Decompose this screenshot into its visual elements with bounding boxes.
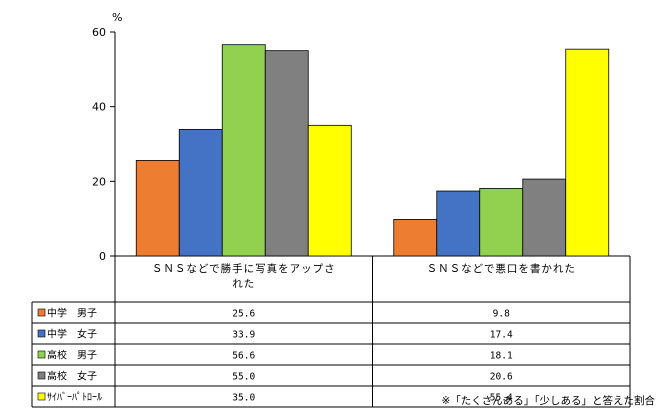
bar-5-cat-1 [307,124,352,257]
bar-4-cat-2 [522,178,567,257]
legend-label: 中学 男子 [47,307,97,320]
legend-swatch [37,329,46,338]
legend-swatch [37,350,46,359]
bar-2-cat-2 [436,190,481,257]
table-cell-value: 35.0 [232,393,255,404]
legend-label: 高校 女子 [47,370,97,383]
table-cell-value: 20.6 [490,372,513,383]
table-cell-value: 9.8 [493,309,510,320]
bar-2-cat-1 [178,129,223,257]
bar-3-cat-1 [221,44,266,257]
table-cell-value: 25.6 [232,309,255,320]
bar-3-cat-2 [479,188,524,257]
y-tick-label: 60 [92,26,106,39]
y-tick-label: 0 [99,250,106,263]
table-cell-value: 33.9 [232,330,255,341]
footnote-annotation: ※「たくさんある」「少しある」と答えた割合 [441,394,655,407]
table-cell-value: 17.4 [490,330,513,341]
bar-1-cat-2 [393,219,438,257]
legend-label: 高校 男子 [47,349,97,362]
legend-label: ｻｲﾊﾞｰﾊﾟﾄﾛｰﾙ [47,392,102,404]
bar-5-cat-2 [565,48,610,257]
legend-label: 中学 女子 [47,328,97,341]
bars [135,44,610,257]
bar-1-cat-1 [135,160,180,257]
y-tick-label: 40 [92,101,106,114]
table-cell-value: 56.6 [232,351,255,362]
table-cell-value: 18.1 [490,351,513,362]
legend-swatch [37,392,46,401]
legend-swatch [37,308,46,317]
y-axis-unit-label: % [112,11,122,24]
legend-swatch [37,371,46,380]
y-tick-label: 20 [92,175,106,188]
bar-4-cat-1 [264,50,309,257]
table-cell-value: 55.0 [232,372,255,383]
category-label: ＳＮＳなどで勝手に写真をアップされた [152,262,336,290]
table-cell-value: 55.4 [490,393,513,404]
category-label: ＳＮＳなどで悪口を書かれた [427,262,576,275]
